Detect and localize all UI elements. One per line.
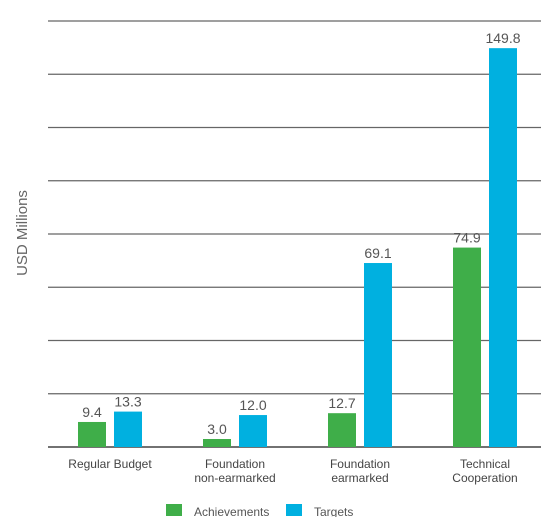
value-label-targets-0: 13.3: [114, 394, 141, 410]
bar-targets-1: [239, 415, 267, 447]
value-label-achievements-1: 3.0: [207, 421, 227, 437]
category-label-2: Foundation earmarked: [330, 457, 390, 485]
bar-targets-3: [489, 48, 517, 447]
legend-item-achievements: Achievements: [166, 504, 269, 517]
legend: Achievements Targets: [166, 504, 353, 517]
legend-swatch-achievements: [166, 504, 182, 516]
legend-item-targets: Targets: [286, 504, 353, 517]
bar-achievements-2: [328, 413, 356, 447]
y-axis-label: USD Millions: [14, 190, 31, 276]
bars: [78, 48, 517, 447]
value-label-achievements-0: 9.4: [82, 404, 102, 420]
value-label-targets-2: 69.1: [364, 245, 391, 261]
value-label-achievements-3: 74.9: [453, 230, 480, 246]
legend-label-achievements: Achievements: [194, 505, 269, 517]
bar-achievements-1: [203, 439, 231, 447]
value-label-achievements-2: 12.7: [328, 395, 355, 411]
value-labels: 9.4 13.3 3.0 12.0 12.7 69.1 74.9 149.8: [82, 30, 520, 437]
legend-swatch-targets: [286, 504, 302, 516]
value-label-targets-1: 12.0: [239, 397, 266, 413]
category-label-3: Technical Cooperation: [452, 457, 517, 485]
category-label-0: Regular Budget: [68, 457, 152, 471]
category-labels: Regular Budget Foundation non-earmarked Fou…: [68, 457, 517, 485]
value-label-targets-3: 149.8: [485, 30, 520, 46]
bar-achievements-3: [453, 247, 481, 447]
legend-label-targets: Targets: [314, 505, 353, 517]
category-label-1: Foundation non-earmarked: [194, 457, 275, 485]
bar-targets-0: [114, 411, 142, 447]
bar-achievements-0: [78, 421, 106, 447]
bar-targets-2: [364, 263, 392, 447]
